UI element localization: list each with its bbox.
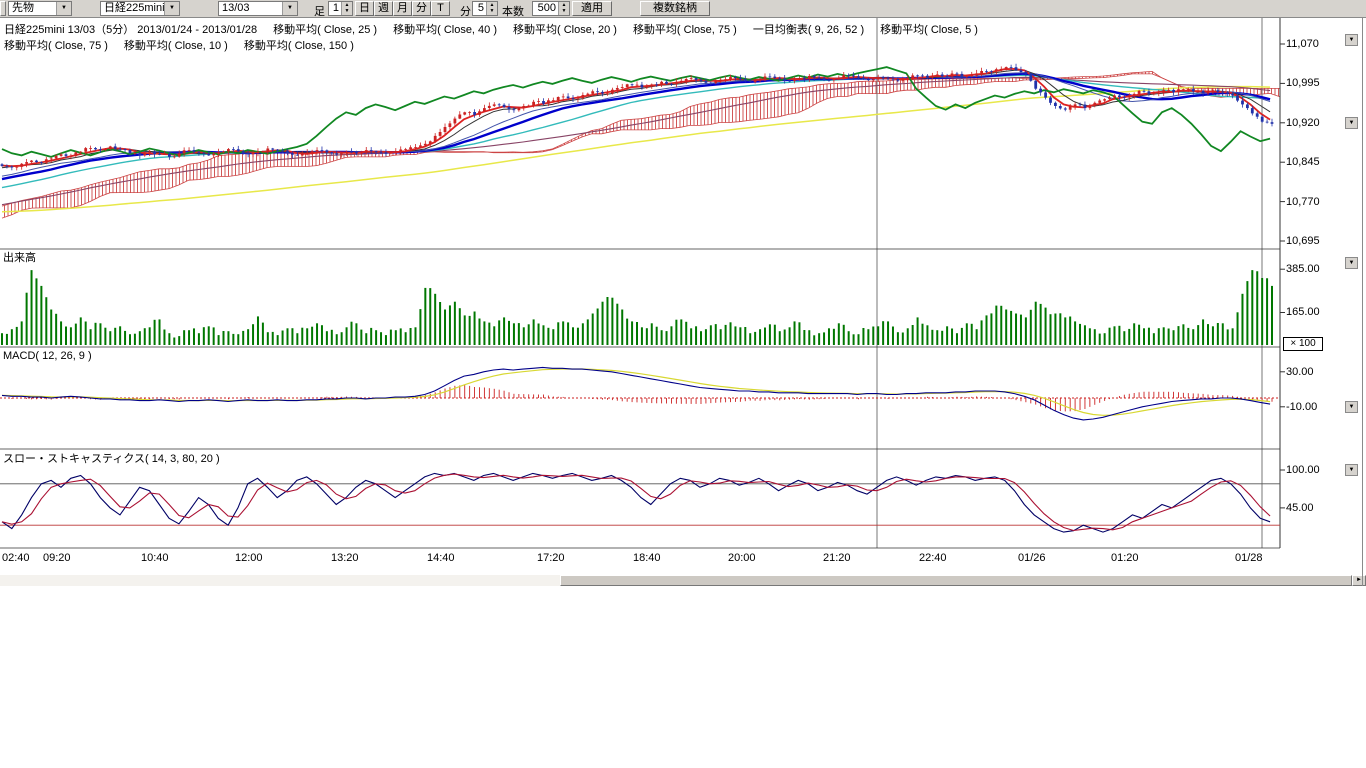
bar-minutes-stepper[interactable]: 5 ▲▼ — [472, 1, 498, 16]
bar-count-stepper[interactable]: 500 ▲▼ — [532, 1, 570, 16]
instrument-type-value: 先物 — [12, 2, 34, 14]
toolbar-grip[interactable] — [0, 1, 6, 16]
instrument-select[interactable]: 日経225mini ▼ — [100, 1, 180, 16]
contract-month-value: 13/03 — [222, 2, 250, 14]
axis-scale-down-button[interactable]: ▼ — [1345, 117, 1358, 129]
interval-stepper[interactable]: 1 ▲▼ — [328, 1, 353, 16]
contract-month-select[interactable]: 13/03 ▼ — [218, 1, 298, 16]
axis-scale-down-button[interactable]: ▼ — [1345, 34, 1358, 46]
chevron-down-icon[interactable]: ▼ — [282, 2, 297, 15]
period-button-2[interactable]: 月 — [393, 1, 412, 16]
bars-label: 本数 — [502, 3, 524, 19]
instrument-value: 日経225mini — [104, 2, 165, 14]
period-button-3[interactable]: 分 — [412, 1, 431, 16]
period-button-0[interactable]: 日 — [355, 1, 374, 16]
ashi-label: 足 — [314, 3, 325, 19]
chart-canvas[interactable] — [0, 18, 1366, 578]
multi-symbol-button[interactable]: 複数銘柄 — [640, 1, 710, 16]
minute-label: 分 — [460, 3, 471, 19]
period-button-group: 日週月分T — [355, 1, 450, 16]
period-button-1[interactable]: 週 — [374, 1, 393, 16]
spinner-arrows-icon[interactable]: ▲▼ — [486, 2, 497, 15]
apply-button[interactable]: 適用 — [572, 1, 612, 16]
bar-count-value: 500 — [538, 2, 556, 14]
spinner-arrows-icon[interactable]: ▲▼ — [558, 2, 569, 15]
axis-scale-down-button[interactable]: ▼ — [1345, 257, 1358, 269]
period-button-4[interactable]: T — [431, 1, 450, 16]
chevron-down-icon[interactable]: ▼ — [164, 2, 179, 15]
axis-scale-down-button[interactable]: ▼ — [1345, 464, 1358, 476]
toolbar: 先物 ▼ 日経225mini ▼ 13/03 ▼ 足 1 ▲▼ 日週月分T 分 … — [0, 0, 1366, 18]
interval-value: 1 — [333, 2, 339, 14]
axis-scale-down-button[interactable]: ▼ — [1345, 401, 1358, 413]
spinner-arrows-icon[interactable]: ▲▼ — [341, 2, 352, 15]
chevron-down-icon[interactable]: ▼ — [56, 2, 71, 15]
instrument-type-select[interactable]: 先物 ▼ — [8, 1, 72, 16]
bar-minutes-value: 5 — [478, 2, 484, 14]
